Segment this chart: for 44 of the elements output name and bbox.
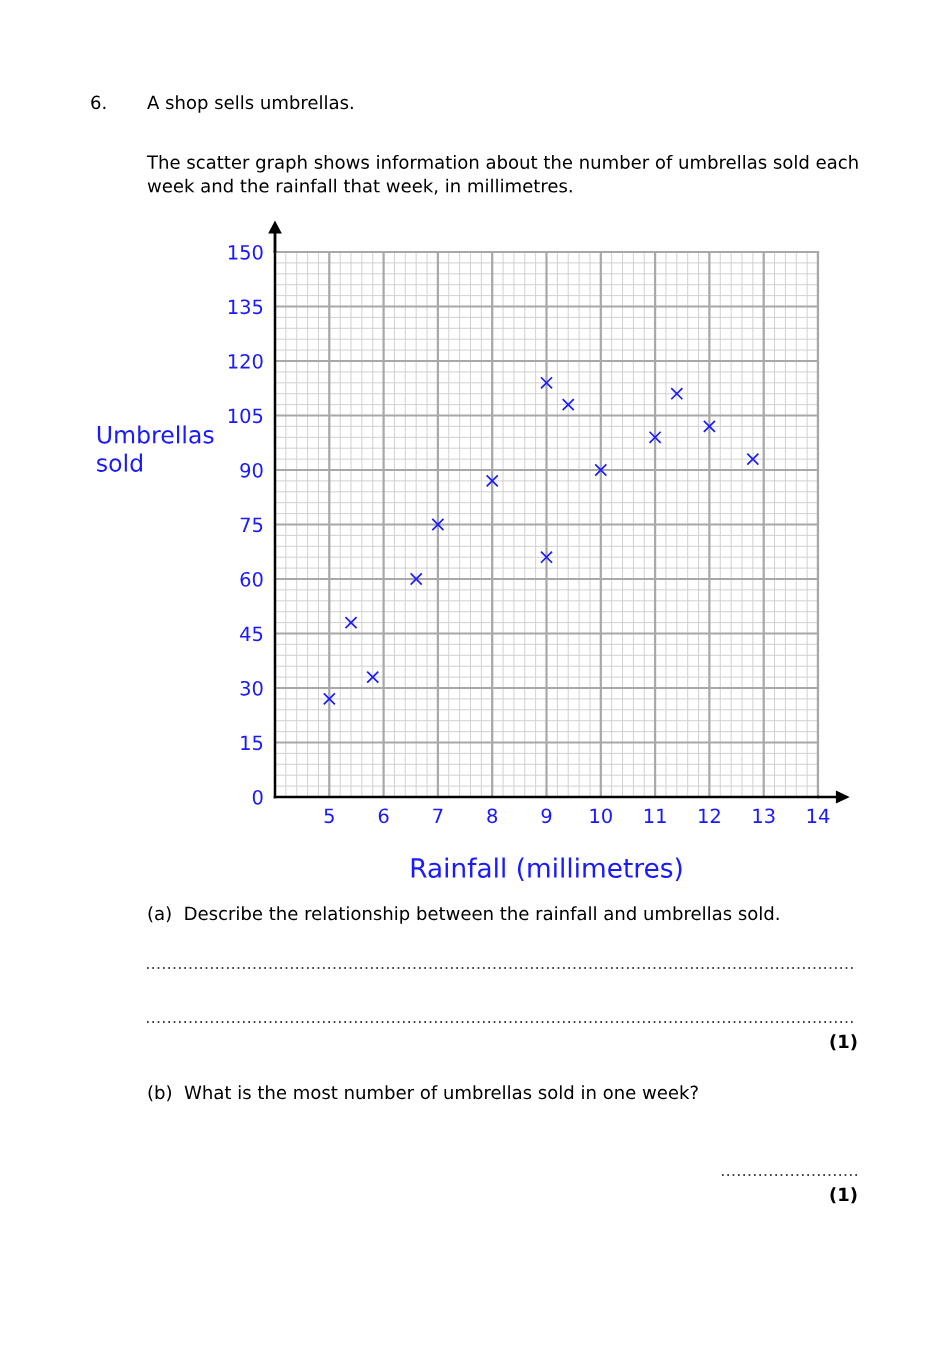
text: 6.	[91, 95, 106, 110]
x-tick-label: 14	[807, 808, 830, 823]
point	[746, 452, 760, 466]
y-axis-title: Umbrellas sold	[97, 425, 214, 472]
x-tick-label: 10	[590, 808, 612, 824]
point	[540, 550, 553, 564]
point	[703, 420, 716, 433]
y-tick-label: 150	[228, 244, 263, 260]
y-tick-label: 105	[228, 408, 263, 424]
x-tick-label: 5	[324, 808, 334, 824]
y-tick-label: 60	[240, 571, 263, 587]
y-tick-label: 75	[240, 517, 263, 533]
point	[409, 572, 423, 586]
text: The scatter graph shows information about the number of umbrellas sold each week and the rainfall that week, in millimetres.	[146, 155, 858, 195]
x-tick-label: 12	[699, 808, 720, 823]
point	[561, 398, 575, 411]
x-tick-label: 7	[433, 808, 443, 823]
text: (1)	[830, 1187, 857, 1204]
point	[670, 387, 684, 401]
x-tick-label: 6	[378, 808, 389, 824]
x-axis-title: Rainfall (millimetres)	[411, 857, 682, 882]
text: (1)	[830, 1034, 857, 1051]
text: A shop sells umbrellas.	[147, 95, 353, 113]
x-tick-label: 11	[644, 808, 666, 823]
point	[540, 376, 553, 390]
text: (a) Describe the relationship between the rainfall and umbrellas sold.	[148, 906, 779, 924]
y-tick-label: 120	[228, 353, 263, 369]
point	[594, 463, 608, 477]
y-tick-label: 30	[240, 680, 263, 696]
point	[431, 518, 445, 531]
x-tick-label: 13	[753, 808, 775, 824]
point	[648, 430, 662, 444]
y-tick-label: 0	[252, 789, 263, 805]
x-tick-label: 8	[487, 808, 498, 824]
y-tick-label: 45	[240, 626, 263, 642]
y-tick-label: 135	[228, 299, 263, 315]
point	[485, 474, 499, 488]
text: (b) What is the most number of umbrellas sold in one week?	[148, 1085, 698, 1102]
y-tick-label: 15	[241, 735, 263, 751]
y-tick-label: 90	[240, 462, 263, 478]
point	[322, 692, 336, 706]
point	[344, 616, 358, 629]
x-tick-label: 9	[541, 808, 552, 824]
point	[366, 670, 380, 684]
